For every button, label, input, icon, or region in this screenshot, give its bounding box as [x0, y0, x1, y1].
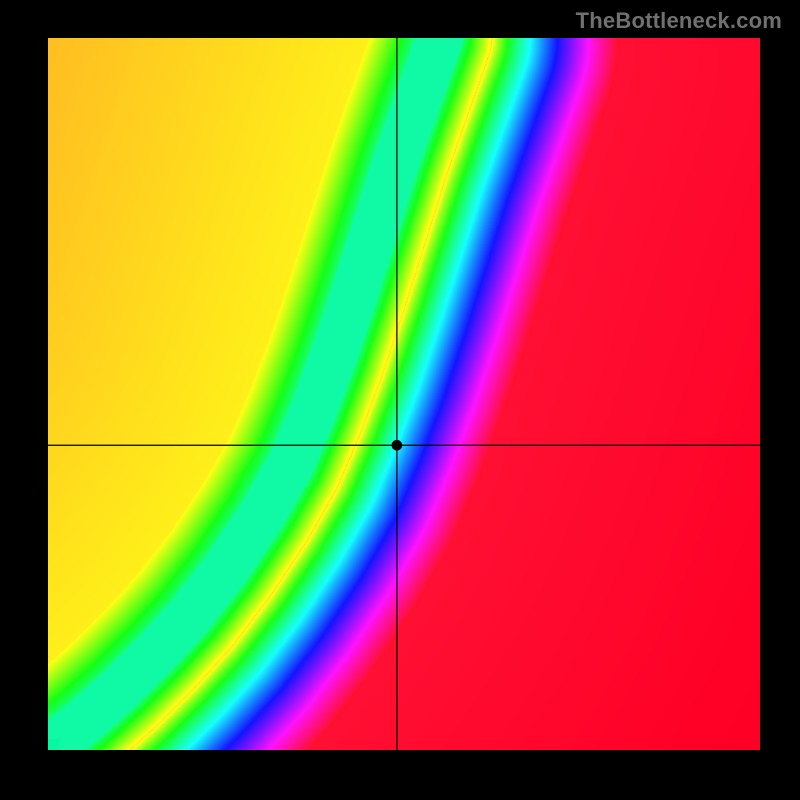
watermark-text: TheBottleneck.com	[576, 8, 782, 34]
heatmap-plot	[48, 38, 760, 750]
heatmap-canvas	[48, 38, 760, 750]
